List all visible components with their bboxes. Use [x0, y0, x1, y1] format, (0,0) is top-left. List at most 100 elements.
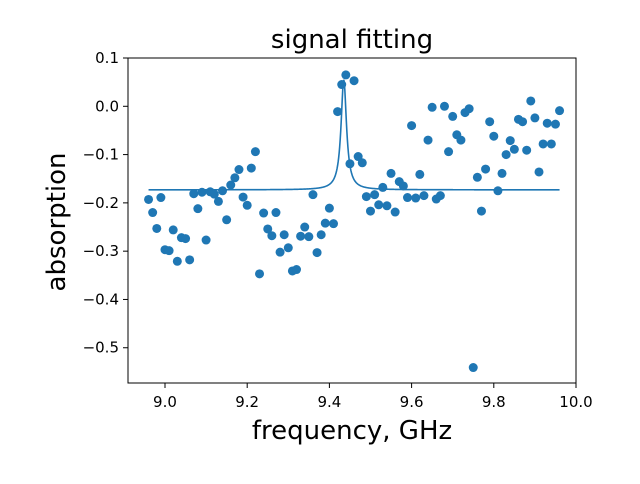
data-point: [296, 231, 306, 241]
data-point: [189, 189, 199, 199]
data-point: [435, 191, 445, 201]
data-point: [312, 248, 322, 258]
data-point: [300, 222, 310, 232]
data-point: [472, 172, 482, 182]
data-point: [464, 104, 474, 114]
axis-ticks: 9.0 9.2 9.4 9.6 9.8 10.0 0.1 0.0 −0.1 −0.2 −0.3 −0.…: [83, 49, 593, 411]
data-point: [304, 232, 314, 242]
data-point: [263, 224, 273, 234]
data-point: [349, 76, 359, 86]
data-point: [411, 193, 421, 203]
data-point: [164, 246, 174, 256]
data-point: [242, 200, 252, 210]
data-point: [226, 180, 236, 190]
data-point: [365, 206, 375, 216]
data-point: [407, 121, 417, 131]
data-point: [398, 181, 408, 191]
data-point: [542, 118, 552, 128]
data-point: [213, 196, 223, 206]
data-point: [501, 150, 511, 160]
data-point: [522, 145, 532, 155]
data-point: [390, 207, 400, 217]
data-point: [148, 208, 158, 218]
data-point: [181, 234, 191, 244]
data-point: [439, 101, 449, 111]
x-tick-label: 9.6: [400, 393, 424, 411]
data-point: [378, 182, 388, 192]
x-tick-label: 9.4: [317, 393, 341, 411]
data-point: [308, 190, 318, 200]
data-point: [209, 189, 219, 199]
data-point: [156, 193, 166, 203]
data-point: [144, 194, 154, 204]
x-axis-label: frequency, GHz: [252, 416, 452, 446]
data-point: [230, 173, 240, 183]
data-point: [345, 159, 355, 169]
data-point: [382, 201, 392, 211]
y-tick-label: −0.4: [83, 290, 119, 308]
data-point: [193, 204, 203, 214]
y-tick-label: 0.1: [95, 49, 119, 67]
x-tick-label: 9.8: [482, 393, 506, 411]
data-point: [283, 243, 293, 253]
data-point: [550, 119, 560, 129]
x-tick-label: 9.2: [235, 393, 259, 411]
data-point: [238, 192, 248, 202]
data-point: [493, 186, 503, 196]
y-tick-label: −0.1: [83, 146, 119, 164]
data-point: [534, 167, 544, 177]
data-point: [497, 168, 507, 178]
data-point: [468, 363, 478, 373]
data-point: [333, 107, 343, 117]
x-tick-label: 9.0: [153, 393, 177, 411]
data-point: [419, 191, 429, 201]
plot-area: [144, 70, 565, 373]
x-tick-label: 10.0: [559, 393, 592, 411]
data-point: [271, 208, 281, 218]
data-point: [337, 80, 347, 90]
data-point: [423, 135, 433, 145]
data-point: [485, 117, 495, 127]
data-point: [476, 206, 486, 216]
data-point: [246, 163, 256, 173]
data-point: [555, 106, 565, 116]
data-point: [402, 193, 412, 203]
data-point: [509, 144, 519, 154]
data-point: [341, 70, 351, 80]
data-point: [538, 139, 548, 149]
data-point: [172, 256, 182, 266]
data-point: [152, 223, 162, 233]
data-point: [320, 218, 330, 228]
data-point: [292, 265, 302, 275]
data-point: [374, 200, 384, 210]
chart-title: signal fitting: [271, 25, 433, 55]
data-point: [444, 147, 454, 157]
data-point: [234, 165, 244, 175]
data-point: [427, 102, 437, 112]
data-point: [197, 187, 207, 197]
data-point: [361, 192, 371, 202]
data-point: [489, 131, 499, 141]
y-tick-label: −0.2: [83, 194, 119, 212]
data-point: [518, 117, 528, 127]
data-point: [448, 111, 458, 121]
data-point: [546, 139, 556, 149]
data-point: [255, 269, 265, 279]
data-point: [279, 230, 289, 240]
data-point: [329, 219, 339, 229]
data-point: [275, 247, 285, 257]
data-point: [415, 169, 425, 179]
data-point: [386, 168, 396, 178]
data-point: [456, 135, 466, 145]
data-point: [222, 215, 232, 225]
data-point: [505, 136, 515, 146]
y-axis-label: absorption: [42, 153, 72, 292]
data-point: [259, 208, 269, 218]
y-tick-label: 0.0: [95, 97, 119, 115]
data-point: [316, 230, 326, 240]
data-point: [530, 113, 540, 123]
fit-line: [148, 79, 560, 191]
data-point: [168, 225, 178, 235]
